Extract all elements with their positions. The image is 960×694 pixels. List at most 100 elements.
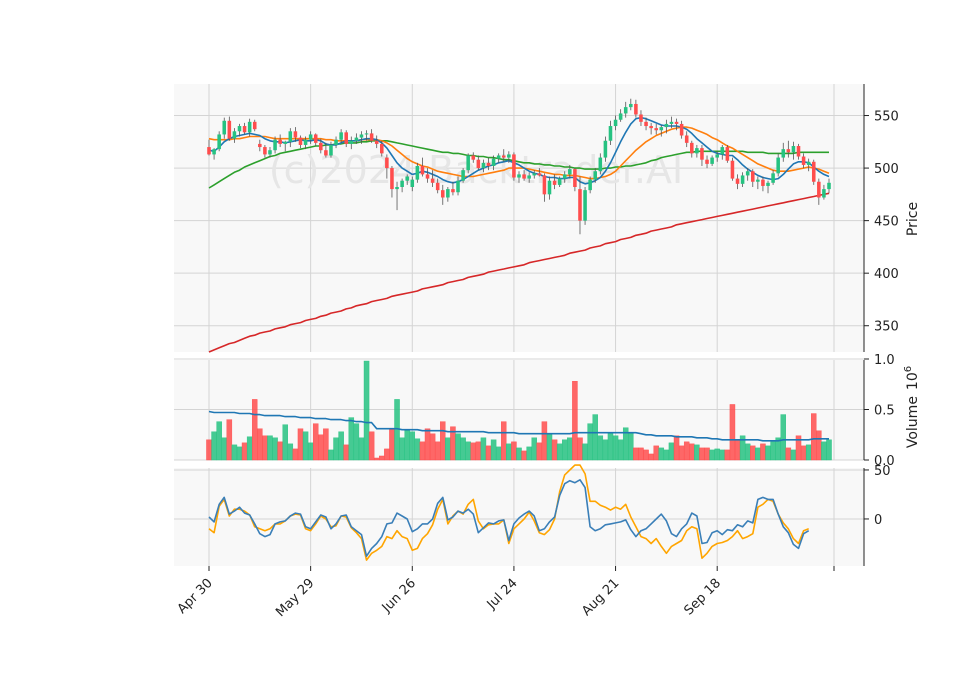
- volume-bar: [348, 417, 355, 461]
- candle-body: [298, 137, 303, 145]
- volume-bar: [358, 437, 365, 461]
- candle: [715, 151, 719, 162]
- volume-bar: [805, 444, 812, 461]
- candle: [725, 144, 730, 163]
- candle-body: [542, 175, 547, 195]
- candle: [242, 122, 247, 135]
- candle-body: [232, 131, 237, 139]
- candle: [730, 157, 735, 181]
- candle: [247, 118, 252, 137]
- candle: [623, 101, 628, 118]
- candle-body: [568, 169, 572, 175]
- candle: [308, 131, 313, 144]
- candle: [669, 116, 674, 129]
- volume-bar: [526, 446, 532, 461]
- candle-body: [359, 134, 364, 138]
- candle: [420, 157, 425, 177]
- volume-bar: [302, 431, 309, 461]
- candle-body: [669, 121, 674, 124]
- candle-body: [735, 178, 740, 184]
- candle: [227, 116, 232, 141]
- candle-body: [756, 179, 760, 182]
- candle-body: [639, 114, 643, 122]
- candle-body: [562, 174, 567, 179]
- volume-bar: [556, 443, 563, 461]
- volume-bar: [475, 441, 482, 461]
- candle-body: [781, 149, 786, 158]
- candle: [720, 144, 725, 160]
- candle: [466, 153, 470, 174]
- candle: [547, 176, 552, 200]
- candle: [690, 140, 694, 158]
- price-panel-bg: [174, 84, 864, 352]
- candle-body: [583, 190, 587, 221]
- candle: [232, 128, 237, 143]
- candle: [364, 130, 369, 141]
- candle: [756, 176, 760, 190]
- candle: [766, 180, 770, 194]
- volume-bar: [297, 428, 304, 461]
- candle-body: [440, 190, 445, 198]
- candle-body: [761, 179, 765, 186]
- volume-bar: [511, 441, 517, 461]
- candle: [298, 135, 303, 149]
- candle: [811, 159, 816, 185]
- volume-bar: [460, 437, 466, 461]
- candle-body: [766, 182, 770, 186]
- volume-bar: [678, 445, 685, 461]
- volume-bar: [536, 442, 543, 461]
- volume-bar: [648, 453, 654, 461]
- volume-bar: [729, 404, 736, 461]
- candle-body: [654, 128, 658, 131]
- candle: [588, 176, 592, 194]
- candle: [522, 170, 526, 181]
- candle-body: [451, 189, 455, 193]
- volume-bar: [312, 423, 319, 461]
- volume-bar: [617, 439, 624, 461]
- candle-body: [598, 157, 603, 172]
- volume-bar: [465, 441, 471, 461]
- candle: [618, 109, 623, 122]
- candle: [293, 127, 298, 142]
- candle-body: [222, 120, 227, 135]
- candle-body: [644, 121, 648, 127]
- volume-bar: [399, 437, 405, 461]
- candle-body: [319, 142, 323, 151]
- candle-body: [420, 165, 425, 175]
- candle-body: [283, 141, 288, 144]
- candle: [446, 186, 450, 202]
- candle-body: [496, 155, 501, 159]
- candle-body: [303, 139, 308, 145]
- ma-long-line: [208, 192, 830, 353]
- volume-bar: [272, 437, 278, 461]
- candle: [207, 139, 211, 156]
- volume-bar: [663, 449, 670, 461]
- volume-bar: [780, 414, 787, 461]
- volume-bar: [506, 443, 512, 461]
- candle-body: [501, 155, 506, 158]
- candle-body: [603, 140, 608, 158]
- volume-bar: [328, 449, 334, 461]
- candle-body: [715, 154, 719, 158]
- volume-axis-tick-label: 1.0: [874, 353, 895, 368]
- volume-bar: [440, 421, 446, 461]
- candle: [781, 142, 786, 162]
- price-axis-tick-label: 350: [874, 320, 899, 335]
- candle-body: [527, 175, 531, 179]
- candle-body: [364, 133, 369, 135]
- candle-body: [801, 156, 806, 165]
- candle-body: [278, 139, 282, 144]
- candle-body: [811, 161, 816, 182]
- candle-body: [522, 174, 526, 179]
- candle: [217, 131, 221, 152]
- candle-body: [410, 179, 415, 187]
- candle: [507, 151, 511, 163]
- candle-body: [476, 159, 481, 169]
- candle: [354, 133, 359, 144]
- volume-bar: [653, 445, 659, 461]
- candle: [374, 135, 379, 149]
- candle: [405, 174, 409, 185]
- candle: [303, 136, 308, 150]
- candle: [400, 178, 404, 193]
